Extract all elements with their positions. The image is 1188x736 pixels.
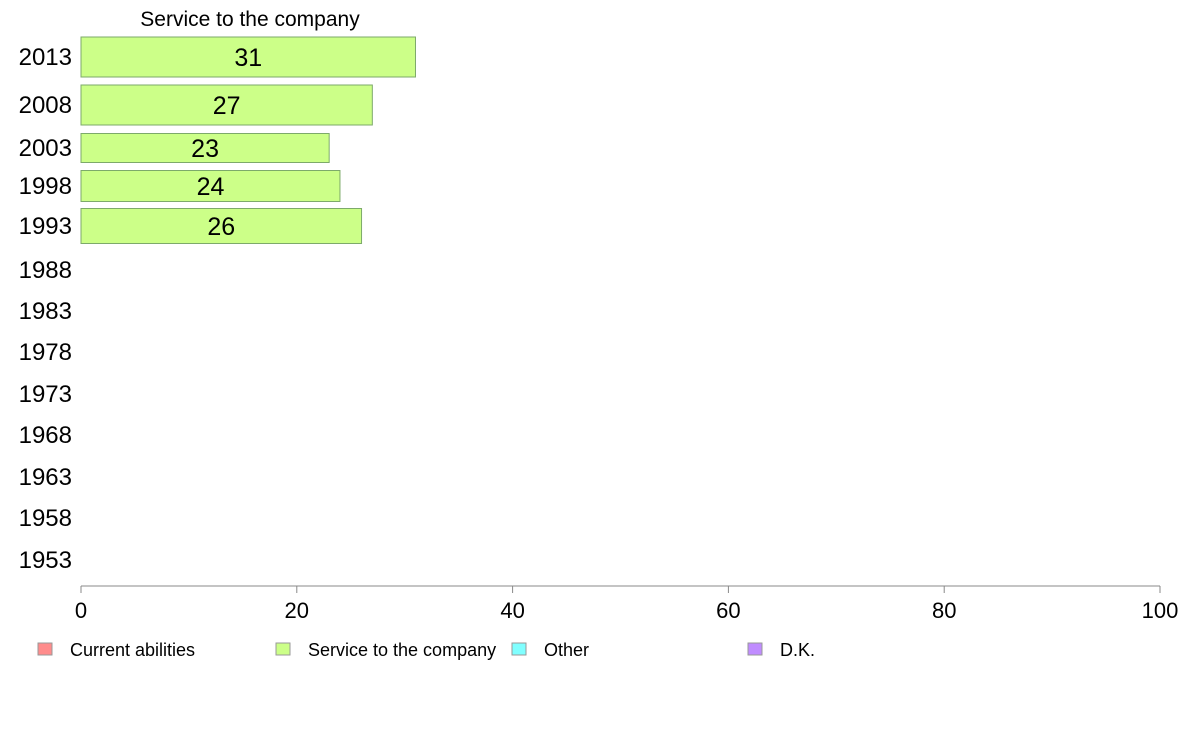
x-tick-label: 80 — [932, 598, 956, 623]
data-label: 23 — [191, 135, 219, 163]
y-tick-label: 1963 — [19, 464, 72, 491]
legend-label: Service to the company — [308, 640, 496, 660]
legend: Current abilities Service to the company O… — [37, 640, 815, 660]
legend-swatch — [275, 642, 291, 656]
y-tick-label: 1988 — [19, 257, 72, 284]
y-tick-label: 1993 — [19, 213, 72, 240]
bar — [80, 170, 341, 202]
data-label: 26 — [207, 213, 235, 241]
y-tick-label: 2003 — [19, 135, 72, 162]
y-axis-labels: 2013 2008 2003 1998 1993 1988 1983 1978 1973 1968… — [19, 44, 72, 574]
bar — [80, 208, 363, 244]
data-label: 31 — [234, 44, 262, 72]
y-tick-label: 1958 — [19, 505, 72, 532]
legend-swatch — [511, 642, 527, 656]
legend-label: D.K. — [780, 640, 815, 660]
y-tick-label: 2013 — [19, 44, 72, 71]
y-tick-label: 2008 — [19, 92, 72, 119]
x-tick-label: 100 — [1142, 598, 1179, 623]
data-label: 27 — [213, 92, 241, 120]
data-label: 24 — [197, 173, 225, 201]
bar — [80, 133, 330, 163]
x-tick-label: 40 — [500, 598, 524, 623]
x-tick-label: 60 — [716, 598, 740, 623]
y-tick-label: 1998 — [19, 173, 72, 200]
bar — [80, 84, 373, 126]
y-tick-label: 1968 — [19, 422, 72, 449]
x-tick-label: 0 — [75, 598, 87, 623]
y-tick-label: 1978 — [19, 339, 72, 366]
bar — [80, 36, 416, 78]
bars-layer: 31 27 23 24 26 — [80, 36, 416, 244]
legend-label: Current abilities — [70, 640, 195, 660]
y-tick-label: 1973 — [19, 381, 72, 408]
x-axis: 0 20 40 60 80 100 — [75, 585, 1179, 623]
legend-swatch — [37, 642, 53, 656]
y-tick-label: 1983 — [19, 298, 72, 325]
y-tick-label: 1953 — [19, 547, 72, 574]
x-tick-label: 20 — [285, 598, 309, 623]
legend-swatch — [747, 642, 763, 656]
legend-label: Other — [544, 640, 589, 660]
chart-title: Service to the company — [140, 8, 360, 31]
